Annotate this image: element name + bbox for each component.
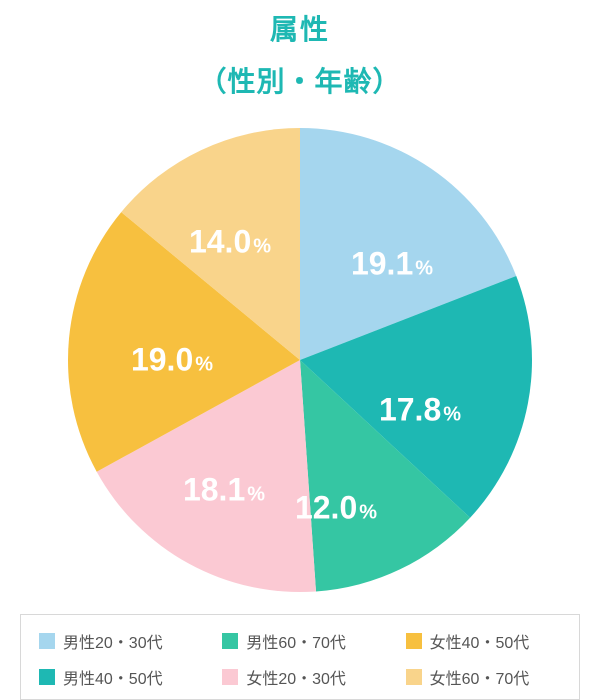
legend-swatch (222, 633, 238, 649)
slice-pct-suffix: % (415, 258, 433, 281)
slice-label-m6070: 12.0% (295, 490, 377, 527)
legend-box: 男性20・30代男性40・50代 男性60・70代女性20・30代 女性40・50代… (20, 614, 580, 700)
slice-label-f6070: 14.0% (189, 224, 271, 261)
slice-pct-suffix: % (253, 236, 271, 259)
legend-swatch (39, 669, 55, 685)
legend-item-m6070: 男性60・70代 (222, 629, 377, 653)
slice-label-m4050: 17.8% (379, 392, 461, 429)
legend-label: 男性20・30代 (63, 629, 163, 653)
legend-item-f6070: 女性60・70代 (406, 665, 561, 689)
pie-chart: 19.1%17.8%12.0%18.1%19.0%14.0% (60, 120, 540, 600)
slice-label-m2030: 19.1% (351, 246, 433, 283)
slice-pct-suffix: % (443, 404, 461, 427)
slice-pct-suffix: % (359, 502, 377, 525)
slice-value: 18.1 (183, 472, 245, 509)
legend-label: 女性60・70代 (430, 665, 530, 689)
legend-label: 女性40・50代 (430, 629, 530, 653)
slice-value: 19.0 (131, 342, 193, 379)
legend-item-m4050: 男性40・50代 (39, 665, 194, 689)
legend-label: 男性40・50代 (63, 665, 163, 689)
slice-value: 19.1 (351, 246, 413, 283)
chart-title-line1: 属性 (270, 8, 330, 48)
legend-swatch (406, 633, 422, 649)
legend-swatch (39, 633, 55, 649)
slice-label-f4050: 19.0% (131, 342, 213, 379)
legend-item-m2030: 男性20・30代 (39, 629, 194, 653)
legend-swatch (222, 669, 238, 685)
slice-value: 14.0 (189, 224, 251, 261)
slice-label-f2030: 18.1% (183, 472, 265, 509)
slice-value: 12.0 (295, 490, 357, 527)
legend-swatch (406, 669, 422, 685)
legend-label: 男性60・70代 (246, 629, 346, 653)
legend-item-f4050: 女性40・50代 (406, 629, 561, 653)
slice-pct-suffix: % (195, 354, 213, 377)
chart-title-line2: （性別・年齢） (198, 60, 401, 100)
slice-value: 17.8 (379, 392, 441, 429)
slice-pct-suffix: % (247, 484, 265, 507)
legend-label: 女性20・30代 (246, 665, 346, 689)
legend-item-f2030: 女性20・30代 (222, 665, 377, 689)
